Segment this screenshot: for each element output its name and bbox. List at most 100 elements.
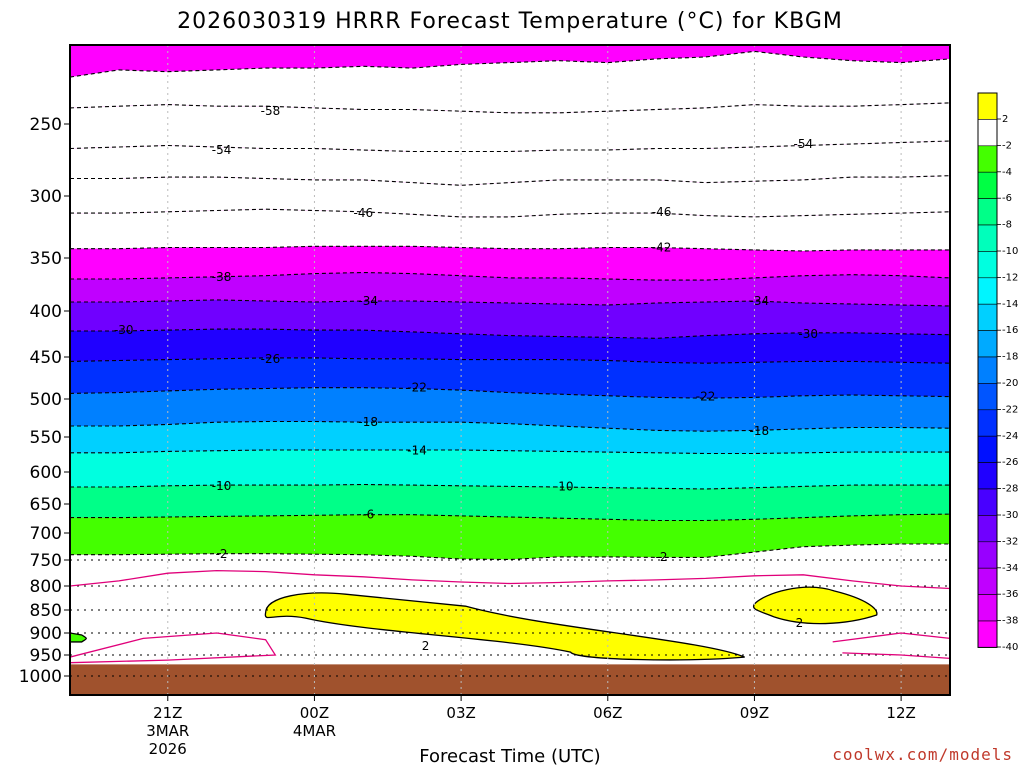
y-tick-label: 750 [30,551,62,571]
contour-label: -2 [216,547,228,561]
contour-label: -34 [358,294,378,308]
color-bar-frame [977,92,998,648]
x-tick-label: 21Z [153,704,182,722]
band--20 [70,387,950,432]
color-bar-label: -30 [1002,510,1018,521]
color-bar-swatch [977,330,998,358]
color-bar-label: -38 [1002,616,1018,627]
y-tick-label: 1000 [19,667,62,687]
color-bar-swatch [977,515,998,543]
band--28 [70,329,950,364]
y-tick-label: 300 [30,187,62,207]
warm-region-1 [752,586,878,625]
band--8 [70,484,950,521]
color-bar-label: -4 [1002,167,1012,178]
contour-label: -14 [407,444,427,458]
contour-label: -26 [261,352,281,366]
color-bar-swatch [977,92,998,120]
color-bar-label: -6 [1002,193,1012,204]
band--12 [70,450,950,489]
color-bar-swatch [977,145,998,173]
contour-label: -58 [261,104,281,118]
x-tick-label: 12Z [886,704,915,722]
color-bar-swatch [977,462,998,490]
contour-label: -54 [212,143,232,157]
color-bar-label: -18 [1002,352,1018,363]
color-bar-swatch [977,119,998,147]
color-bar-label: -32 [1002,536,1018,547]
x-tick-label: 00Z [300,704,329,722]
contour-label: -38 [212,270,232,284]
contour-label: -10 [554,479,574,493]
color-bar-label: -40 [1002,642,1018,653]
y-tick-label: 650 [30,495,62,515]
color-bar-swatch [977,303,998,331]
grid-lines [70,45,950,695]
color-bar-legend: 2 -2 -4 -6 -8 -10 -12 -14 -16 -18 -20 -22 -24 -26 -28 -… [977,92,1018,653]
band--44 [70,209,950,251]
color-bar-swatch [977,488,998,516]
y-tick-label: 450 [30,348,62,368]
band--56 [70,102,950,152]
band--16 [70,421,950,454]
y-tick-label: 700 [30,524,62,544]
color-bar-label: -36 [1002,589,1018,600]
color-bar-swatch [977,541,998,569]
contour-label: -2 [656,550,668,564]
isotherm-zero-upper [70,569,950,590]
color-bar-swatch [977,435,998,463]
y-tick-label: 500 [30,390,62,410]
color-bar-label: -34 [1002,563,1018,574]
band--4 [70,514,950,560]
contour-label: -30 [798,327,818,341]
color-bar-swatch [977,567,998,595]
warm-region-label: 2 [796,616,804,630]
band--60 [70,51,950,113]
color-bar-label: 2 [1002,114,1008,125]
y-tick-label: 900 [30,624,62,644]
isotherm--62 [70,50,950,78]
color-bar-label: -16 [1002,325,1018,336]
color-bar-label: -20 [1002,378,1018,389]
color-bar-swatch [977,594,998,622]
color-bar-label: -22 [1002,404,1018,415]
y-tick-label: 950 [30,646,62,666]
color-bar-swatch [977,409,998,437]
color-bar-swatch [977,198,998,226]
x-tick-label: 09Z [740,704,769,722]
color-bar-label: -14 [1002,299,1018,310]
x-axis-label: Forecast Time (UTC) [419,746,600,767]
contour-label: -22 [407,381,427,395]
band--48 [70,175,950,217]
x-tick-label: 4MAR [293,722,336,740]
color-bar-swatch [977,620,998,648]
x-tick-label: 2026 [149,740,187,758]
isotherm-contours [70,50,950,664]
x-tick-label: 03Z [446,704,475,722]
ground-layer [70,664,950,695]
color-bar-swatch [977,251,998,279]
x-tick-label: 06Z [593,704,622,722]
color-bar-swatch [977,171,998,199]
chart-title: 2026030319 HRRR Forecast Temperature (°C… [177,9,843,34]
color-bar-label: -24 [1002,431,1018,442]
contour-label: -30 [114,323,134,337]
ground-surface [70,664,950,695]
contour-label: -46 [652,205,672,219]
y-tick-label: 800 [30,577,62,597]
band--24 [70,357,950,399]
color-bar-swatch [977,383,998,411]
plot-area: 22 -58-54 -54-46 -46-42-38-34 -34-30 -30-26-… [70,45,950,695]
contour-label: -10 [212,479,232,493]
color-bar-swatch [977,224,998,252]
band--32 [70,299,950,339]
y-axis-ticks: 250 300 350 400 450 500 550 600 650 700 750 800 850 9… [19,115,70,687]
contour-labels: -58 -54 -54 -46 -46 -42 -38 -34 -34 -30 -30 -26 -22 -… [114,104,818,564]
x-tick-label: 3MAR [146,722,189,740]
y-tick-label: 250 [30,115,62,135]
warm-region-2 [70,632,87,643]
temperature-bands [70,45,950,695]
y-tick-label: 350 [30,249,62,269]
color-bar-label: -2 [1002,140,1012,151]
